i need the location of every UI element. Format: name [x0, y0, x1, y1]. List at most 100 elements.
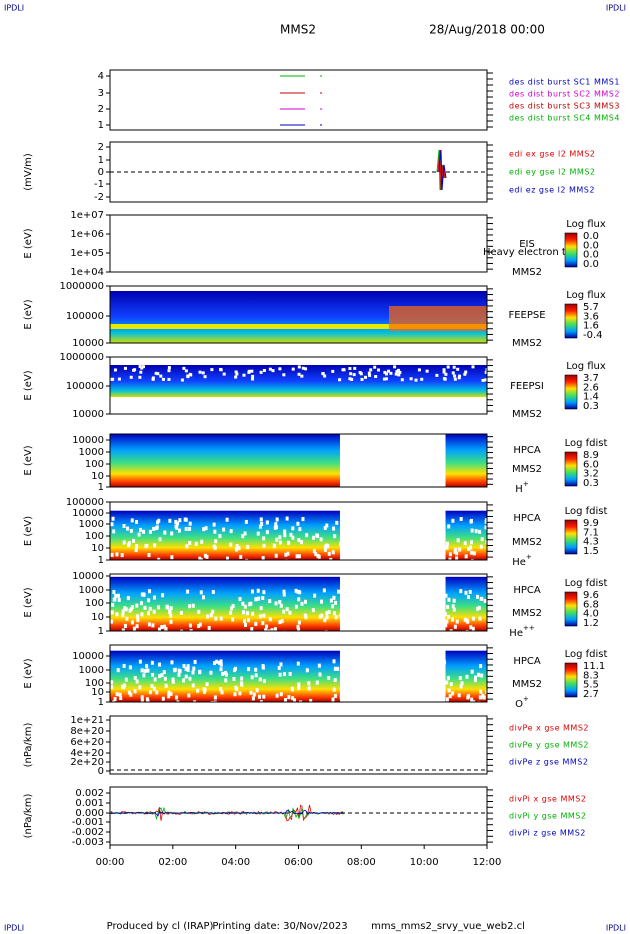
spectrogram-gap — [140, 612, 144, 617]
spectrogram-gap — [400, 545, 404, 550]
y-tick-label: 100000 — [66, 381, 104, 392]
spectrogram-gap — [445, 680, 449, 685]
spectrogram-gap — [240, 682, 244, 687]
spectrogram-gap — [416, 530, 420, 535]
spectrogram-gap — [357, 623, 361, 628]
spectrogram-gap — [478, 695, 482, 700]
spectrogram-gap — [185, 544, 189, 549]
spectrogram-gap — [470, 558, 474, 563]
spectrogram-gap — [470, 669, 474, 674]
spectrogram-gap — [480, 596, 484, 601]
spectrogram-gap — [219, 662, 223, 667]
trace — [438, 149, 447, 191]
spectrogram-gap — [238, 691, 242, 696]
spectrogram-gap — [443, 660, 447, 665]
spectrogram-gap — [382, 659, 386, 664]
spectrogram-gap — [144, 544, 148, 549]
spectrogram-gap — [287, 540, 291, 545]
spectrogram-gap — [300, 601, 304, 606]
spectrogram-gap — [246, 611, 250, 616]
spectrogram-gap — [460, 559, 464, 564]
spectrogram-gap — [453, 624, 457, 629]
spectrogram-gap — [433, 524, 437, 529]
spectrogram-gap — [169, 606, 173, 611]
spectrogram-gap — [169, 613, 173, 618]
spectrogram-gap — [251, 611, 255, 616]
spectrogram-gap — [353, 687, 357, 692]
spectrogram-gap — [406, 674, 410, 679]
ion: He+ — [512, 553, 532, 568]
spectrogram-gap — [364, 596, 368, 601]
spectrogram-gap — [376, 559, 380, 564]
spectrogram-gap — [209, 670, 213, 675]
spectrogram-gap — [340, 673, 344, 678]
spectrogram-gap — [471, 365, 475, 369]
spectrogram-gap — [374, 625, 378, 630]
y-tick-label: 1000000 — [59, 352, 104, 363]
ion-name: H — [515, 484, 523, 495]
spectrogram-gap — [170, 660, 174, 665]
spectrogram-gap — [296, 589, 300, 594]
spectrogram-gap — [318, 614, 322, 619]
spectrogram-gap — [346, 553, 350, 558]
spectrogram-gap — [182, 664, 186, 669]
spectrogram-gap — [289, 532, 293, 537]
spectrogram-gap — [140, 668, 144, 673]
spectrogram-gap — [350, 701, 354, 706]
spectrogram-gap — [387, 369, 391, 373]
spectrogram-gap — [452, 598, 456, 603]
spectrogram-gap — [438, 546, 442, 551]
spectrogram-gap — [366, 554, 370, 559]
spectrogram-gap — [483, 598, 487, 603]
spectrogram-gap — [294, 588, 298, 593]
spectrogram-gap — [424, 604, 428, 609]
spectrogram-gap — [255, 688, 259, 693]
colorbar-tick-label: 4.0 — [583, 609, 599, 620]
y-tick-label: -2 — [94, 192, 104, 203]
colorbar — [564, 591, 578, 627]
spectrogram-gap — [389, 662, 393, 667]
spectrogram-gap — [187, 693, 191, 698]
y-tick-label: 100000 — [66, 497, 104, 508]
spectrogram-gap — [359, 541, 363, 546]
spectrogram-gap — [278, 367, 282, 371]
spectrogram-gap — [345, 549, 349, 554]
spectrogram-gap — [255, 597, 259, 602]
spectrogram-gap — [349, 372, 353, 376]
spectrogram-gap — [111, 377, 115, 381]
legend-entry: divPe x gse MMS2 — [509, 724, 589, 733]
y-tick-label: 1e+05 — [70, 248, 104, 259]
spectrogram-gap — [392, 520, 396, 525]
spectrogram-gap — [478, 616, 482, 621]
y-tick-label: 3 — [98, 88, 104, 99]
spectrogram-gap — [135, 519, 139, 524]
y-tick-label: 1 — [98, 626, 104, 637]
spectrogram-gap — [387, 538, 391, 543]
spectrogram-gap — [359, 520, 363, 525]
y-tick-label: 10000 — [72, 651, 104, 662]
spectrogram-gap — [205, 682, 209, 687]
spectrogram-gap — [154, 371, 158, 375]
spectrogram-gap — [141, 592, 145, 597]
spectrogram-gap — [147, 611, 151, 616]
spectrogram-gap — [428, 546, 432, 551]
spectrogram-gap — [435, 659, 439, 664]
spectrogram-gap — [254, 673, 258, 678]
ion: He++ — [509, 624, 535, 639]
spectrogram-gap — [318, 672, 322, 677]
spectrogram-gap — [197, 624, 201, 629]
footer-producer: Produced by cl (IRAP) — [107, 921, 214, 932]
spectrogram-gap — [397, 676, 401, 681]
spectrogram-gap — [440, 590, 444, 595]
spectrogram-gap — [204, 526, 208, 531]
x-tick-label: 12:00 — [473, 857, 502, 868]
spectrogram-gap — [314, 552, 318, 557]
y-label: E (eV) — [23, 587, 34, 617]
spectrogram-gap — [148, 529, 152, 534]
spectrogram-gap — [414, 378, 418, 382]
spectrogram-gap — [121, 628, 125, 633]
spectrogram-gap — [438, 541, 442, 546]
colorbar-title: Log fdist — [565, 649, 608, 660]
spectrogram-gap — [280, 619, 284, 624]
y-tick-label: 1 — [98, 120, 104, 131]
